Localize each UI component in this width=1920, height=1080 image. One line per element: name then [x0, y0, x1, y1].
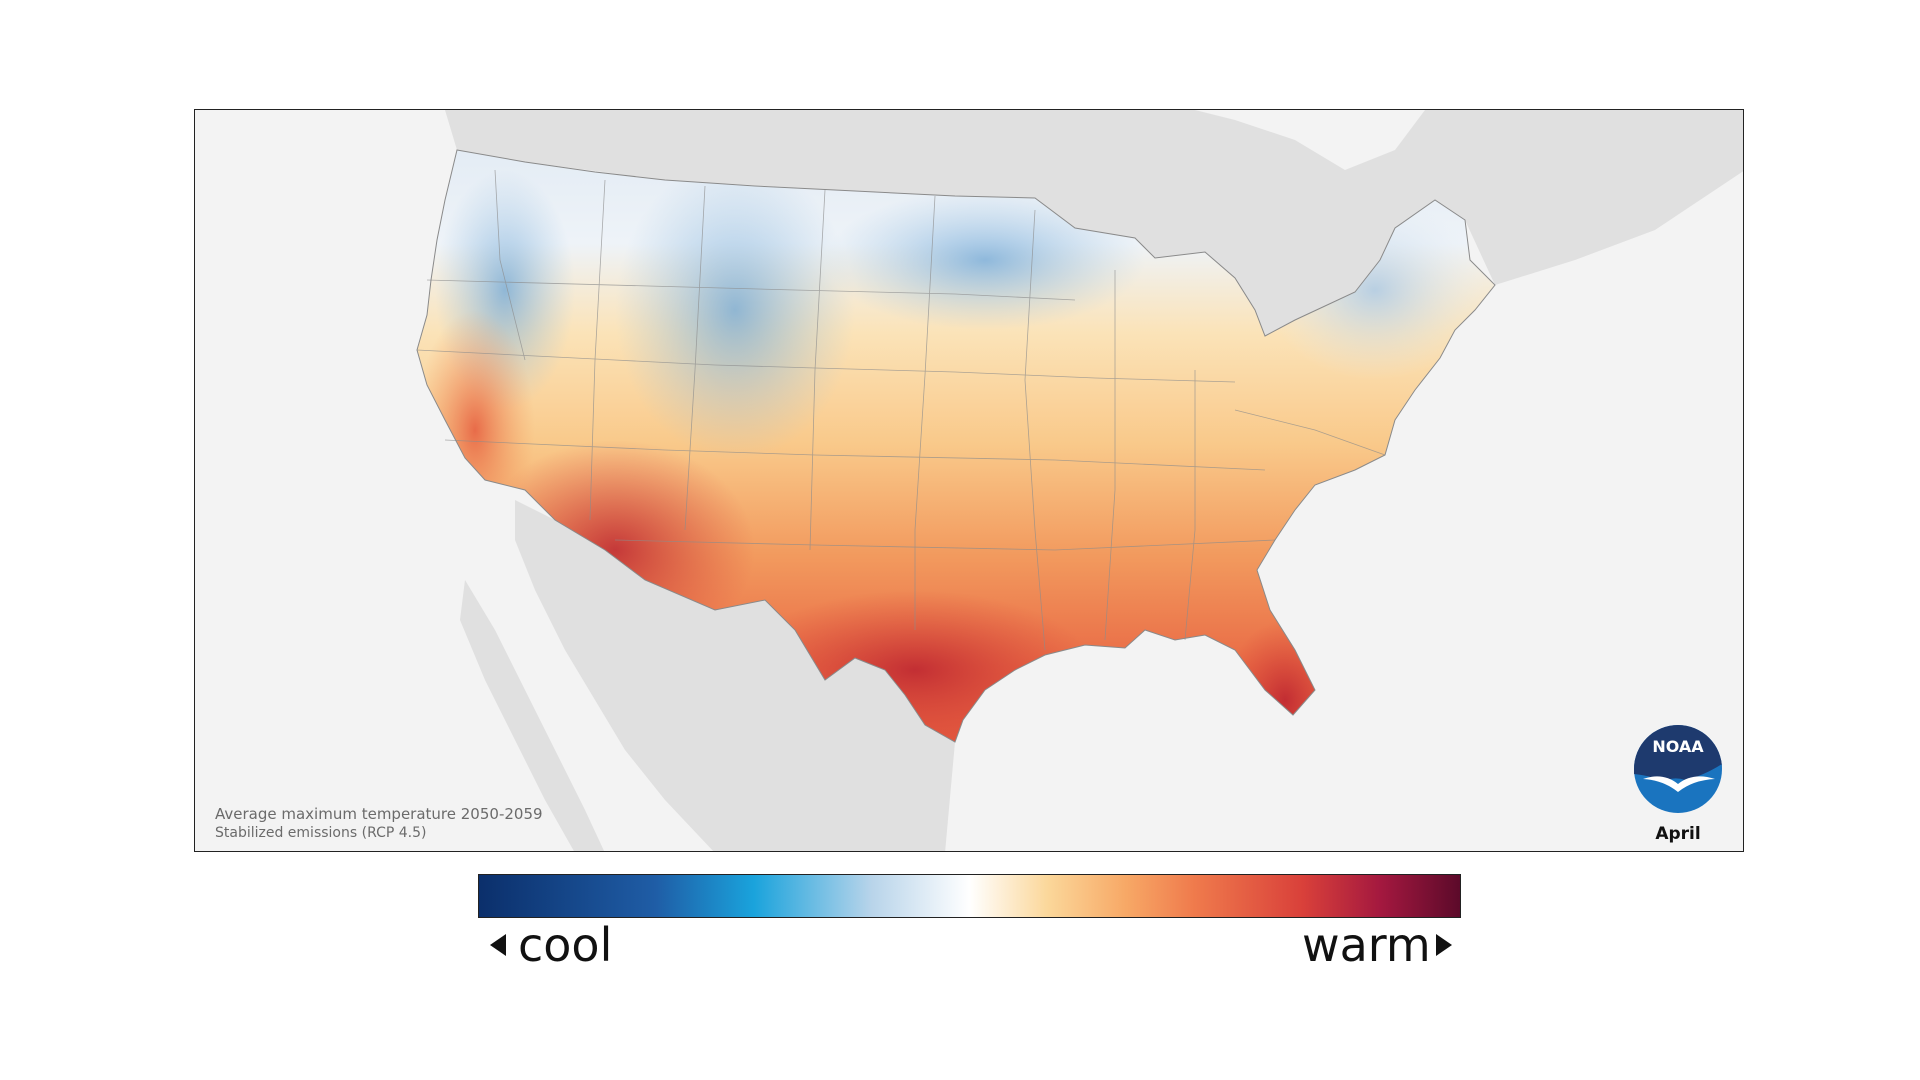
legend-cool-label: cool [518, 918, 613, 972]
map-caption-title: Average maximum temperature 2050-2059 [215, 805, 543, 823]
canada-landmass [445, 110, 1743, 336]
month-label: April [1655, 824, 1701, 844]
map-canvas [416, 110, 1743, 851]
temperature-map: Average maximum temperature 2050-2059 St… [194, 109, 1744, 852]
left-arrow-icon [490, 934, 506, 956]
legend-warm-label: warm [1302, 918, 1431, 972]
right-arrow-icon [1436, 934, 1452, 956]
baja-landmass [460, 580, 605, 851]
color-scale-bar [478, 874, 1461, 918]
noaa-logo: NOAA [1634, 725, 1722, 813]
mexico-landmass [515, 500, 955, 851]
map-caption-subtitle: Stabilized emissions (RCP 4.5) [215, 825, 427, 841]
state-borders [416, 169, 1386, 651]
svg-text:NOAA: NOAA [1652, 737, 1704, 756]
